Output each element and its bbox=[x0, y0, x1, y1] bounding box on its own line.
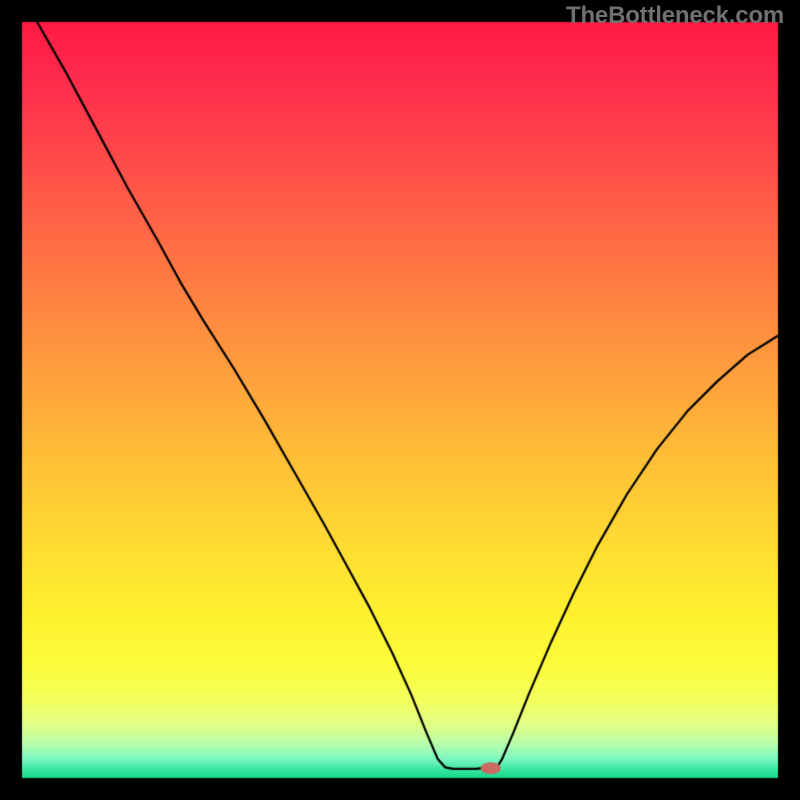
bottleneck-chart-canvas bbox=[0, 0, 800, 800]
watermark-text: TheBottleneck.com bbox=[566, 2, 784, 30]
chart-stage: TheBottleneck.com bbox=[0, 0, 800, 800]
